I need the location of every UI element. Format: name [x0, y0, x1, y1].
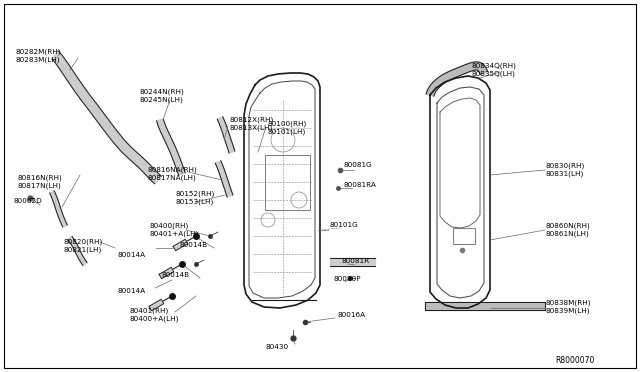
Text: 80014A: 80014A — [118, 288, 146, 294]
Text: 80860N(RH)
80861N(LH): 80860N(RH) 80861N(LH) — [546, 222, 591, 237]
Polygon shape — [425, 302, 545, 310]
Polygon shape — [217, 117, 235, 153]
Polygon shape — [52, 51, 161, 184]
Polygon shape — [330, 258, 375, 266]
Polygon shape — [159, 267, 173, 279]
Bar — [265, 155, 310, 210]
Text: 80816NA(RH)
80817NA(LH): 80816NA(RH) 80817NA(LH) — [148, 166, 198, 180]
Text: 80430: 80430 — [266, 344, 289, 350]
Text: 80081R: 80081R — [342, 258, 370, 264]
Text: 80080P: 80080P — [334, 276, 362, 282]
Text: 80812X(RH)
80813X(LH): 80812X(RH) 80813X(LH) — [230, 116, 275, 131]
Text: 80014B: 80014B — [180, 242, 208, 248]
Text: 80401(RH)
80400+A(LH): 80401(RH) 80400+A(LH) — [130, 308, 179, 323]
Text: 80820(RH)
80821(LH): 80820(RH) 80821(LH) — [63, 238, 102, 253]
Polygon shape — [426, 62, 488, 96]
Text: 80152(RH)
80153(LH): 80152(RH) 80153(LH) — [175, 190, 214, 205]
Polygon shape — [215, 161, 233, 197]
Text: 80838M(RH)
80839M(LH): 80838M(RH) 80839M(LH) — [546, 300, 591, 314]
Text: 80834Q(RH)
80835Q(LH): 80834Q(RH) 80835Q(LH) — [472, 62, 517, 77]
Text: R8000070: R8000070 — [555, 356, 595, 365]
Text: 80062D: 80062D — [14, 198, 43, 204]
Text: 80244N(RH)
80245N(LH): 80244N(RH) 80245N(LH) — [140, 88, 185, 103]
Polygon shape — [157, 119, 185, 175]
Text: 80014B: 80014B — [162, 272, 190, 278]
Polygon shape — [50, 191, 67, 227]
Text: 80081RA: 80081RA — [344, 182, 377, 188]
Polygon shape — [173, 239, 188, 251]
Text: 80101G: 80101G — [330, 222, 359, 228]
Text: 80014A: 80014A — [118, 252, 146, 258]
Text: 80016A: 80016A — [338, 312, 366, 318]
Polygon shape — [149, 299, 164, 311]
Text: 80100(RH)
80101(LH): 80100(RH) 80101(LH) — [268, 120, 307, 135]
Text: 80081G: 80081G — [344, 162, 372, 168]
Text: 80816N(RH)
80817N(LH): 80816N(RH) 80817N(LH) — [18, 174, 63, 189]
Text: 80830(RH)
80831(LH): 80830(RH) 80831(LH) — [546, 162, 585, 176]
Bar — [453, 228, 475, 244]
Text: 80282M(RH)
80283M(LH): 80282M(RH) 80283M(LH) — [15, 48, 61, 62]
Polygon shape — [68, 237, 87, 266]
Text: 80400(RH)
80401+A(LH): 80400(RH) 80401+A(LH) — [150, 222, 200, 237]
